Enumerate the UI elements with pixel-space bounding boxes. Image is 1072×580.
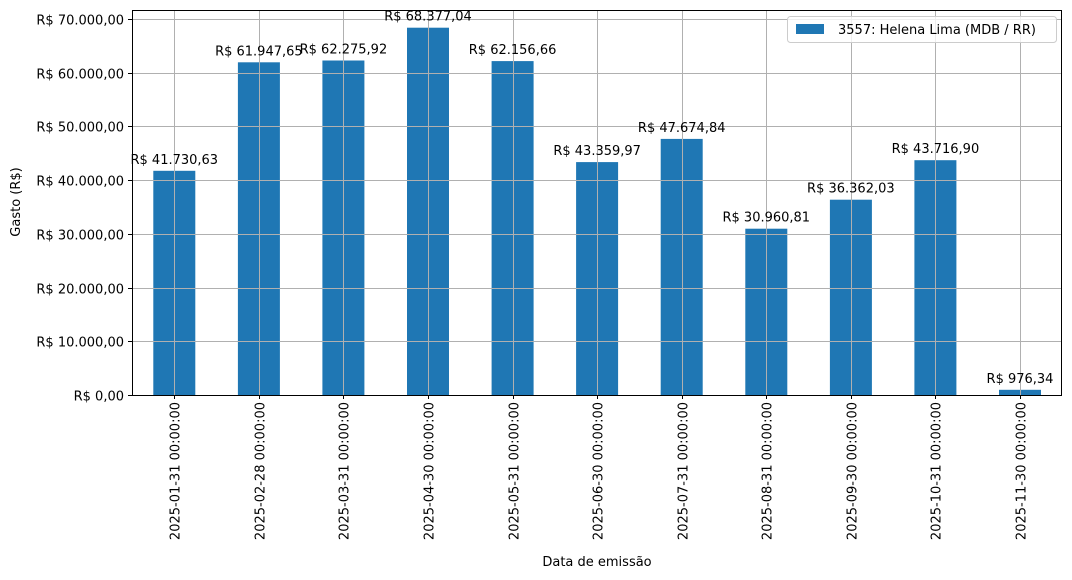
x-tick-label: 2025-07-31 00:00:00 bbox=[677, 402, 692, 540]
y-tick-label: R$ 0,00 bbox=[74, 390, 124, 405]
legend-box bbox=[787, 16, 1057, 43]
bar-value-label: R$ 41.730,63 bbox=[130, 153, 218, 168]
bar-value-label: R$ 43.716,90 bbox=[892, 142, 980, 157]
bar-value-label: R$ 61.947,65 bbox=[215, 44, 303, 59]
bar bbox=[829, 199, 872, 395]
x-tick-label: 2025-01-31 00:00:00 bbox=[169, 402, 184, 540]
bar-value-label: R$ 36.362,03 bbox=[807, 182, 895, 197]
y-tick-label: R$ 70.000,00 bbox=[36, 14, 124, 29]
bar-value-label: R$ 30.960,81 bbox=[722, 211, 810, 226]
y-tick-label: R$ 10.000,00 bbox=[36, 336, 124, 351]
bar bbox=[237, 62, 280, 396]
x-tick-label: 2025-04-30 00:00:00 bbox=[423, 402, 438, 540]
y-axis: R$ 0,00 R$ 10.000,00 R$ 20.000,00 R$ 30.000… bbox=[36, 14, 132, 405]
bar-value-label: R$ 43.359,97 bbox=[553, 144, 641, 159]
bar-value-label: R$ 976,34 bbox=[987, 372, 1054, 387]
y-tick-label: R$ 40.000,00 bbox=[36, 175, 124, 190]
y-axis-title: Gasto (R$) bbox=[9, 167, 24, 236]
x-tick-label: 2025-02-28 00:00:00 bbox=[254, 402, 269, 540]
bar bbox=[660, 138, 703, 395]
x-tick-label: 2025-05-31 00:00:00 bbox=[508, 402, 523, 540]
legend-label: 3557: Helena Lima (MDB / RR) bbox=[838, 23, 1036, 38]
bar-value-labels: R$ 41.730,63 R$ 61.947,65R$ 62.275,92 R$ 6… bbox=[130, 10, 1053, 387]
bar-value-label: R$ 62.275,92 bbox=[300, 42, 388, 57]
y-tick-label: R$ 30.000,00 bbox=[36, 229, 124, 244]
bar bbox=[491, 61, 534, 395]
y-tick-label: R$ 50.000,00 bbox=[36, 121, 124, 136]
x-axis-title: Data de emissão bbox=[542, 555, 651, 570]
x-tick-label: 2025-03-31 00:00:00 bbox=[338, 402, 353, 540]
x-tick-label: 2025-10-31 00:00:00 bbox=[930, 402, 945, 540]
bars bbox=[132, 10, 1062, 396]
legend-swatch bbox=[796, 24, 824, 34]
y-tick-label: R$ 60.000,00 bbox=[36, 68, 124, 83]
y-tick-label: R$ 20.000,00 bbox=[36, 283, 124, 298]
x-tick-label: 2025-06-30 00:00:00 bbox=[592, 402, 607, 540]
x-tick-label: 2025-11-30 00:00:00 bbox=[1015, 402, 1030, 540]
bar-value-label: R$ 68.377,04 bbox=[384, 10, 472, 25]
legend: 3557: Helena Lima (MDB / RR) bbox=[787, 16, 1057, 43]
bar-value-label: R$ 47.674,84 bbox=[638, 121, 726, 136]
x-tick-label: 2025-08-31 00:00:00 bbox=[761, 402, 776, 540]
x-axis: 2025-01-31 00:00:00 2025-02-28 00:00:00 20… bbox=[169, 395, 1030, 540]
bar-value-label: R$ 62.156,66 bbox=[469, 43, 557, 58]
x-tick-label: 2025-09-30 00:00:00 bbox=[846, 402, 861, 540]
